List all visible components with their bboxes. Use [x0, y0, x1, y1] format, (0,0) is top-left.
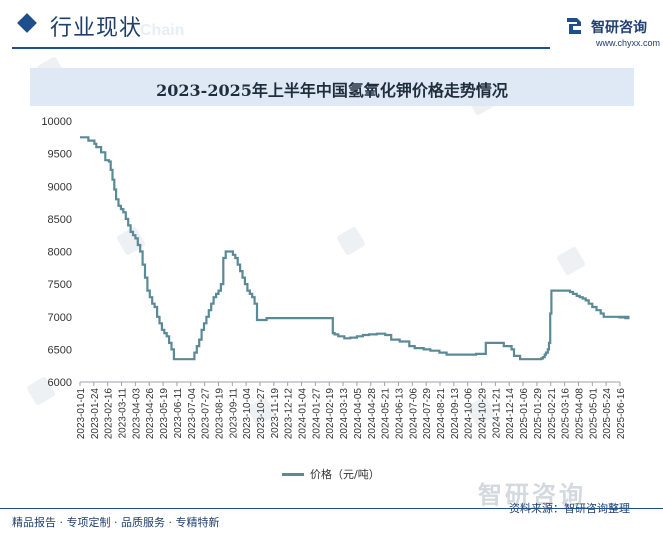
x-tick-label: 2024-11-21	[491, 388, 502, 439]
x-tick-label: 2023-08-19	[214, 388, 225, 440]
x-tick-label: 2024-07-06	[408, 388, 419, 440]
x-tick-label: 2024-07-29	[422, 388, 433, 440]
x-tick-label: 2023-09-11	[228, 388, 239, 439]
x-tick-label: 2024-04-28	[367, 388, 378, 440]
y-tick-label: 7500	[48, 279, 72, 291]
chart-title: 2023-2025年上半年中国氢氧化钾价格走势情况	[156, 81, 508, 100]
x-tick-label: 2024-02-19	[325, 388, 336, 440]
chart-title-bar: 2023-2025年上半年中国氢氧化钾价格走势情况	[30, 68, 634, 106]
header-divider	[12, 47, 550, 49]
x-tick-label: 2023-06-11	[173, 388, 184, 439]
series-line-price	[80, 136, 630, 361]
section-title-english: Chain	[140, 22, 185, 39]
brand-name: 智研咨询	[591, 20, 647, 36]
legend-line-swatch	[282, 473, 304, 476]
x-tick-label: 2024-04-05	[353, 388, 364, 440]
x-tick-label: 2024-12-14	[505, 388, 516, 440]
x-tick-label: 2023-01-01	[76, 388, 87, 440]
y-tick-label: 6000	[48, 377, 72, 389]
y-tick-label: 8000	[48, 247, 72, 259]
y-tick-label: 9500	[48, 149, 72, 161]
x-tick-label: 2023-02-16	[104, 388, 115, 440]
x-tick-label: 2024-10-06	[464, 388, 475, 440]
x-tick-label: 2025-01-29	[533, 388, 544, 440]
y-tick-label: 10000	[41, 116, 72, 128]
legend-label: 价格（元/吨）	[310, 468, 380, 481]
x-tick-label: 2023-01-24	[90, 388, 101, 440]
x-tick-label: 2024-09-13	[450, 388, 461, 440]
y-tick-label: 6500	[48, 344, 72, 356]
x-tick-label: 2023-04-03	[131, 388, 142, 440]
x-tick-label: 2025-02-21	[547, 388, 558, 440]
x-tick-label: 2025-04-08	[574, 388, 585, 440]
x-tick-label: 2023-11-19	[270, 388, 281, 439]
section-title: 行业现状	[50, 16, 143, 41]
x-tick-label: 2024-01-27	[311, 388, 322, 440]
page-header: Chain 行业现状 智研咨询 www.chyxx.com	[0, 0, 663, 52]
x-tick-label: 2025-05-01	[588, 388, 599, 440]
x-tick-label: 2024-10-29	[478, 388, 489, 440]
brand-logo-icon	[567, 18, 581, 34]
x-tick-label: 2025-03-16	[561, 388, 572, 440]
footer-tagline: 精品报告 · 专项定制 · 品质服务 · 专精特新	[12, 516, 220, 529]
x-tick-label: 2024-01-04	[298, 388, 309, 440]
footer-divider	[0, 508, 663, 509]
y-tick-label: 8500	[48, 214, 72, 226]
x-tick-label: 2025-05-24	[602, 388, 613, 440]
x-tick-label: 2025-06-16	[616, 388, 627, 440]
x-tick-label: 2023-12-12	[284, 388, 295, 440]
x-tick-label: 2023-03-11	[118, 388, 129, 439]
x-tick-label: 2024-03-13	[339, 388, 350, 440]
brand-url: www.chyxx.com	[596, 38, 661, 48]
x-tick-label: 2023-10-04	[242, 388, 253, 440]
x-tick-label: 2023-05-19	[159, 388, 170, 440]
y-tick-label: 7000	[48, 312, 72, 324]
x-tick-label: 2024-08-21	[436, 388, 447, 440]
x-tick-label: 2025-01-06	[519, 388, 530, 440]
x-tick-label: 2024-06-13	[394, 388, 405, 440]
x-tick-label: 2024-05-21	[381, 388, 392, 440]
y-tick-label: 9000	[48, 181, 72, 193]
x-tick-label: 2023-07-04	[187, 388, 198, 440]
x-tick-label: 2023-10-27	[256, 388, 267, 440]
x-tick-label: 2023-04-26	[145, 388, 156, 440]
watermark-text: 智研咨询	[478, 481, 586, 509]
x-tick-label: 2023-07-27	[201, 388, 212, 440]
